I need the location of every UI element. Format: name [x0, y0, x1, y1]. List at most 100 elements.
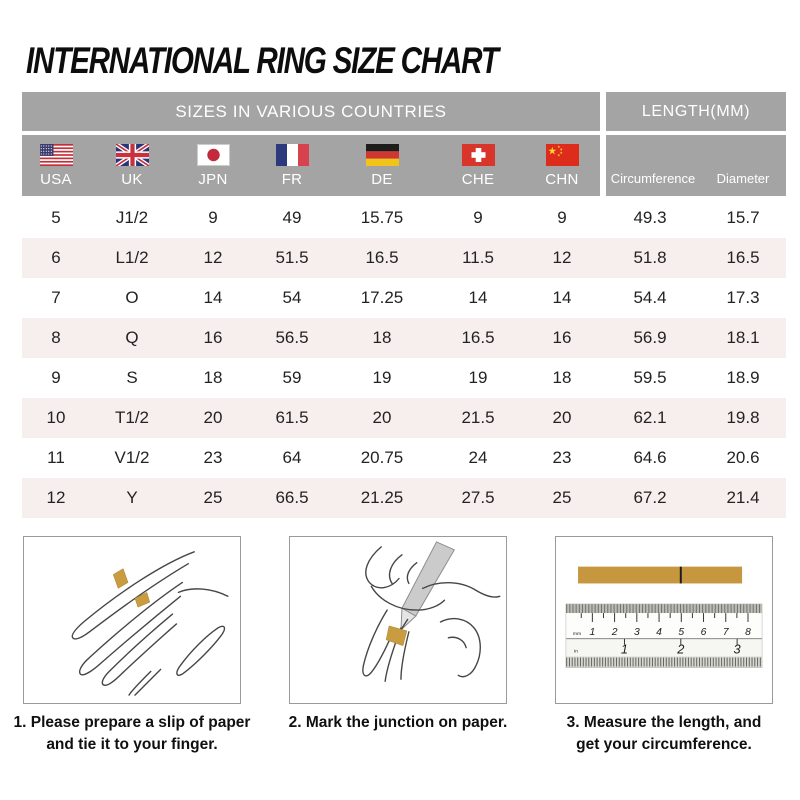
switzerland-flag-icon [461, 143, 495, 166]
table-cell: 12 [203, 248, 223, 267]
ring-size-table: SIZES IN VARIOUS COUNTRIES LENGTH(MM) [22, 92, 786, 518]
table-group-header: SIZES IN VARIOUS COUNTRIES LENGTH(MM) [22, 92, 786, 131]
step-1-figure [23, 536, 241, 704]
table-cell: V1/2 [114, 448, 150, 467]
length-group-header: LENGTH(MM) [600, 92, 786, 131]
table-cell: 6 [51, 248, 61, 267]
table-cell: L1/2 [115, 248, 149, 267]
table-cell: 21.4 [726, 488, 760, 507]
table-row: 7 O 14 54 17.25 14 14 54.4 17.3 [22, 278, 786, 318]
table-cell: 24 [468, 448, 488, 467]
table-cell: 56.5 [275, 328, 309, 347]
column-header-uk: UK [90, 135, 174, 196]
germany-flag-icon [365, 143, 399, 166]
table-cell: 64.6 [633, 448, 667, 467]
hand-with-paper-strip-illustration [71, 551, 229, 696]
france-flag-icon [275, 143, 309, 166]
table-row: 12 Y 25 66.5 21.25 27.5 25 67.2 21.4 [22, 478, 786, 518]
table-cell: 51.5 [275, 248, 309, 267]
ruler-in-1: 1 [621, 642, 628, 657]
step-3: 1 2 3 4 5 6 7 8 mm [555, 536, 773, 757]
column-label-usa: USA [40, 170, 72, 188]
ruler-mm-4: 4 [656, 627, 662, 638]
table-cell: 19 [372, 368, 392, 387]
table-cell: 17.3 [726, 288, 760, 307]
table-cell: 20 [203, 408, 223, 427]
table-cell: J1/2 [115, 208, 149, 227]
table-cell: 20.75 [360, 448, 404, 467]
table-cell: 19.8 [726, 408, 760, 427]
table-cell: Y [126, 488, 138, 507]
column-label-fr: FR [281, 170, 303, 188]
table-cell: 20 [552, 408, 572, 427]
step-1-caption-line-2: and tie it to your finger. [46, 736, 218, 754]
step-1: 1. Please prepare a slip of paper and ti… [14, 536, 250, 757]
column-header-fr: FR [252, 135, 332, 196]
table-row: 8 Q 16 56.5 18 16.5 16 56.9 18.1 [22, 318, 786, 358]
table-body: 5 J1/2 9 49 15.75 9 9 49.3 15.7 6 L1/2 12 51.5 16.5 11… [22, 198, 786, 518]
step-3-figure: 1 2 3 4 5 6 7 8 mm [555, 536, 773, 704]
table-cell: 20 [372, 408, 392, 427]
table-cell: 61.5 [275, 408, 309, 427]
ruler-mm-8: 8 [745, 627, 751, 638]
step-1-caption: 1. Please prepare a slip of paper and ti… [0, 712, 264, 757]
column-header-jpn: JPN [174, 135, 252, 196]
table-cell: 7 [51, 288, 61, 307]
ruler-mm-5: 5 [678, 627, 684, 638]
table-cell: 23 [552, 448, 572, 467]
column-label-de: DE [371, 170, 393, 188]
step-2: 2. Mark the junction on paper. [289, 536, 507, 757]
column-label-jpn: JPN [198, 170, 228, 188]
table-cell: 49.3 [633, 208, 667, 227]
table-cell: 15.75 [360, 208, 404, 227]
table-cell: 18.9 [726, 368, 760, 387]
measure-with-ruler-illustration: 1 2 3 4 5 6 7 8 mm [565, 566, 763, 668]
column-label-diameter: Diameter [716, 171, 770, 186]
table-cell: 14 [552, 288, 572, 307]
table-cell: 21.5 [461, 408, 495, 427]
table-cell: 18 [552, 368, 572, 387]
table-cell: 54.4 [633, 288, 667, 307]
table-row: 6 L1/2 12 51.5 16.5 11.5 12 51.8 16.5 [22, 238, 786, 278]
ruler-unit-bottom: in [574, 649, 578, 655]
table-cell: 8 [51, 328, 61, 347]
table-row: 9 S 18 59 19 19 18 59.5 18.9 [22, 358, 786, 398]
table-cell: 10 [46, 408, 66, 427]
table-cell: 9 [557, 208, 567, 227]
table-cell: 20.6 [726, 448, 760, 467]
table-cell: 23 [203, 448, 223, 467]
page-title: INTERNATIONAL RING SIZE CHART [26, 40, 499, 81]
table-cell: 18 [372, 328, 392, 347]
table-cell: 25 [203, 488, 223, 507]
table-cell: 16.5 [461, 328, 495, 347]
column-header-che: CHE [432, 135, 524, 196]
step-1-caption-line-1: 1. Please prepare a slip of paper [13, 714, 251, 731]
column-header-chn: CHN [524, 135, 600, 196]
table-cell: 11.5 [462, 248, 494, 267]
china-flag-icon [545, 143, 579, 166]
table-cell: 18 [203, 368, 223, 387]
table-cell: 54 [282, 288, 302, 307]
ruler-mm-7: 7 [723, 627, 730, 638]
table-cell: T1/2 [114, 408, 150, 427]
table-cell: O [125, 288, 139, 307]
table-cell: 16 [203, 328, 223, 347]
uk-flag-icon [115, 143, 149, 166]
table-cell: 21.25 [360, 488, 404, 507]
length-column-header: Circumference Diameter [600, 135, 786, 196]
table-cell: 14 [203, 288, 223, 307]
step-2-figure [289, 536, 507, 704]
table-cell: 16 [552, 328, 572, 347]
table-cell: 19 [468, 368, 488, 387]
table-column-header: USA UK JPN [22, 135, 786, 196]
table-cell: 64 [282, 448, 302, 467]
column-header-de: DE [332, 135, 432, 196]
table-cell: 17.25 [360, 288, 404, 307]
table-cell: 67.2 [633, 488, 667, 507]
table-cell: 16.5 [726, 248, 760, 267]
column-header-usa: USA [22, 135, 90, 196]
ruler-mm-2: 2 [611, 627, 618, 638]
table-row: 11 V1/2 23 64 20.75 24 23 64.6 20.6 [22, 438, 786, 478]
ruler: 1 2 3 4 5 6 7 8 mm [565, 603, 763, 668]
